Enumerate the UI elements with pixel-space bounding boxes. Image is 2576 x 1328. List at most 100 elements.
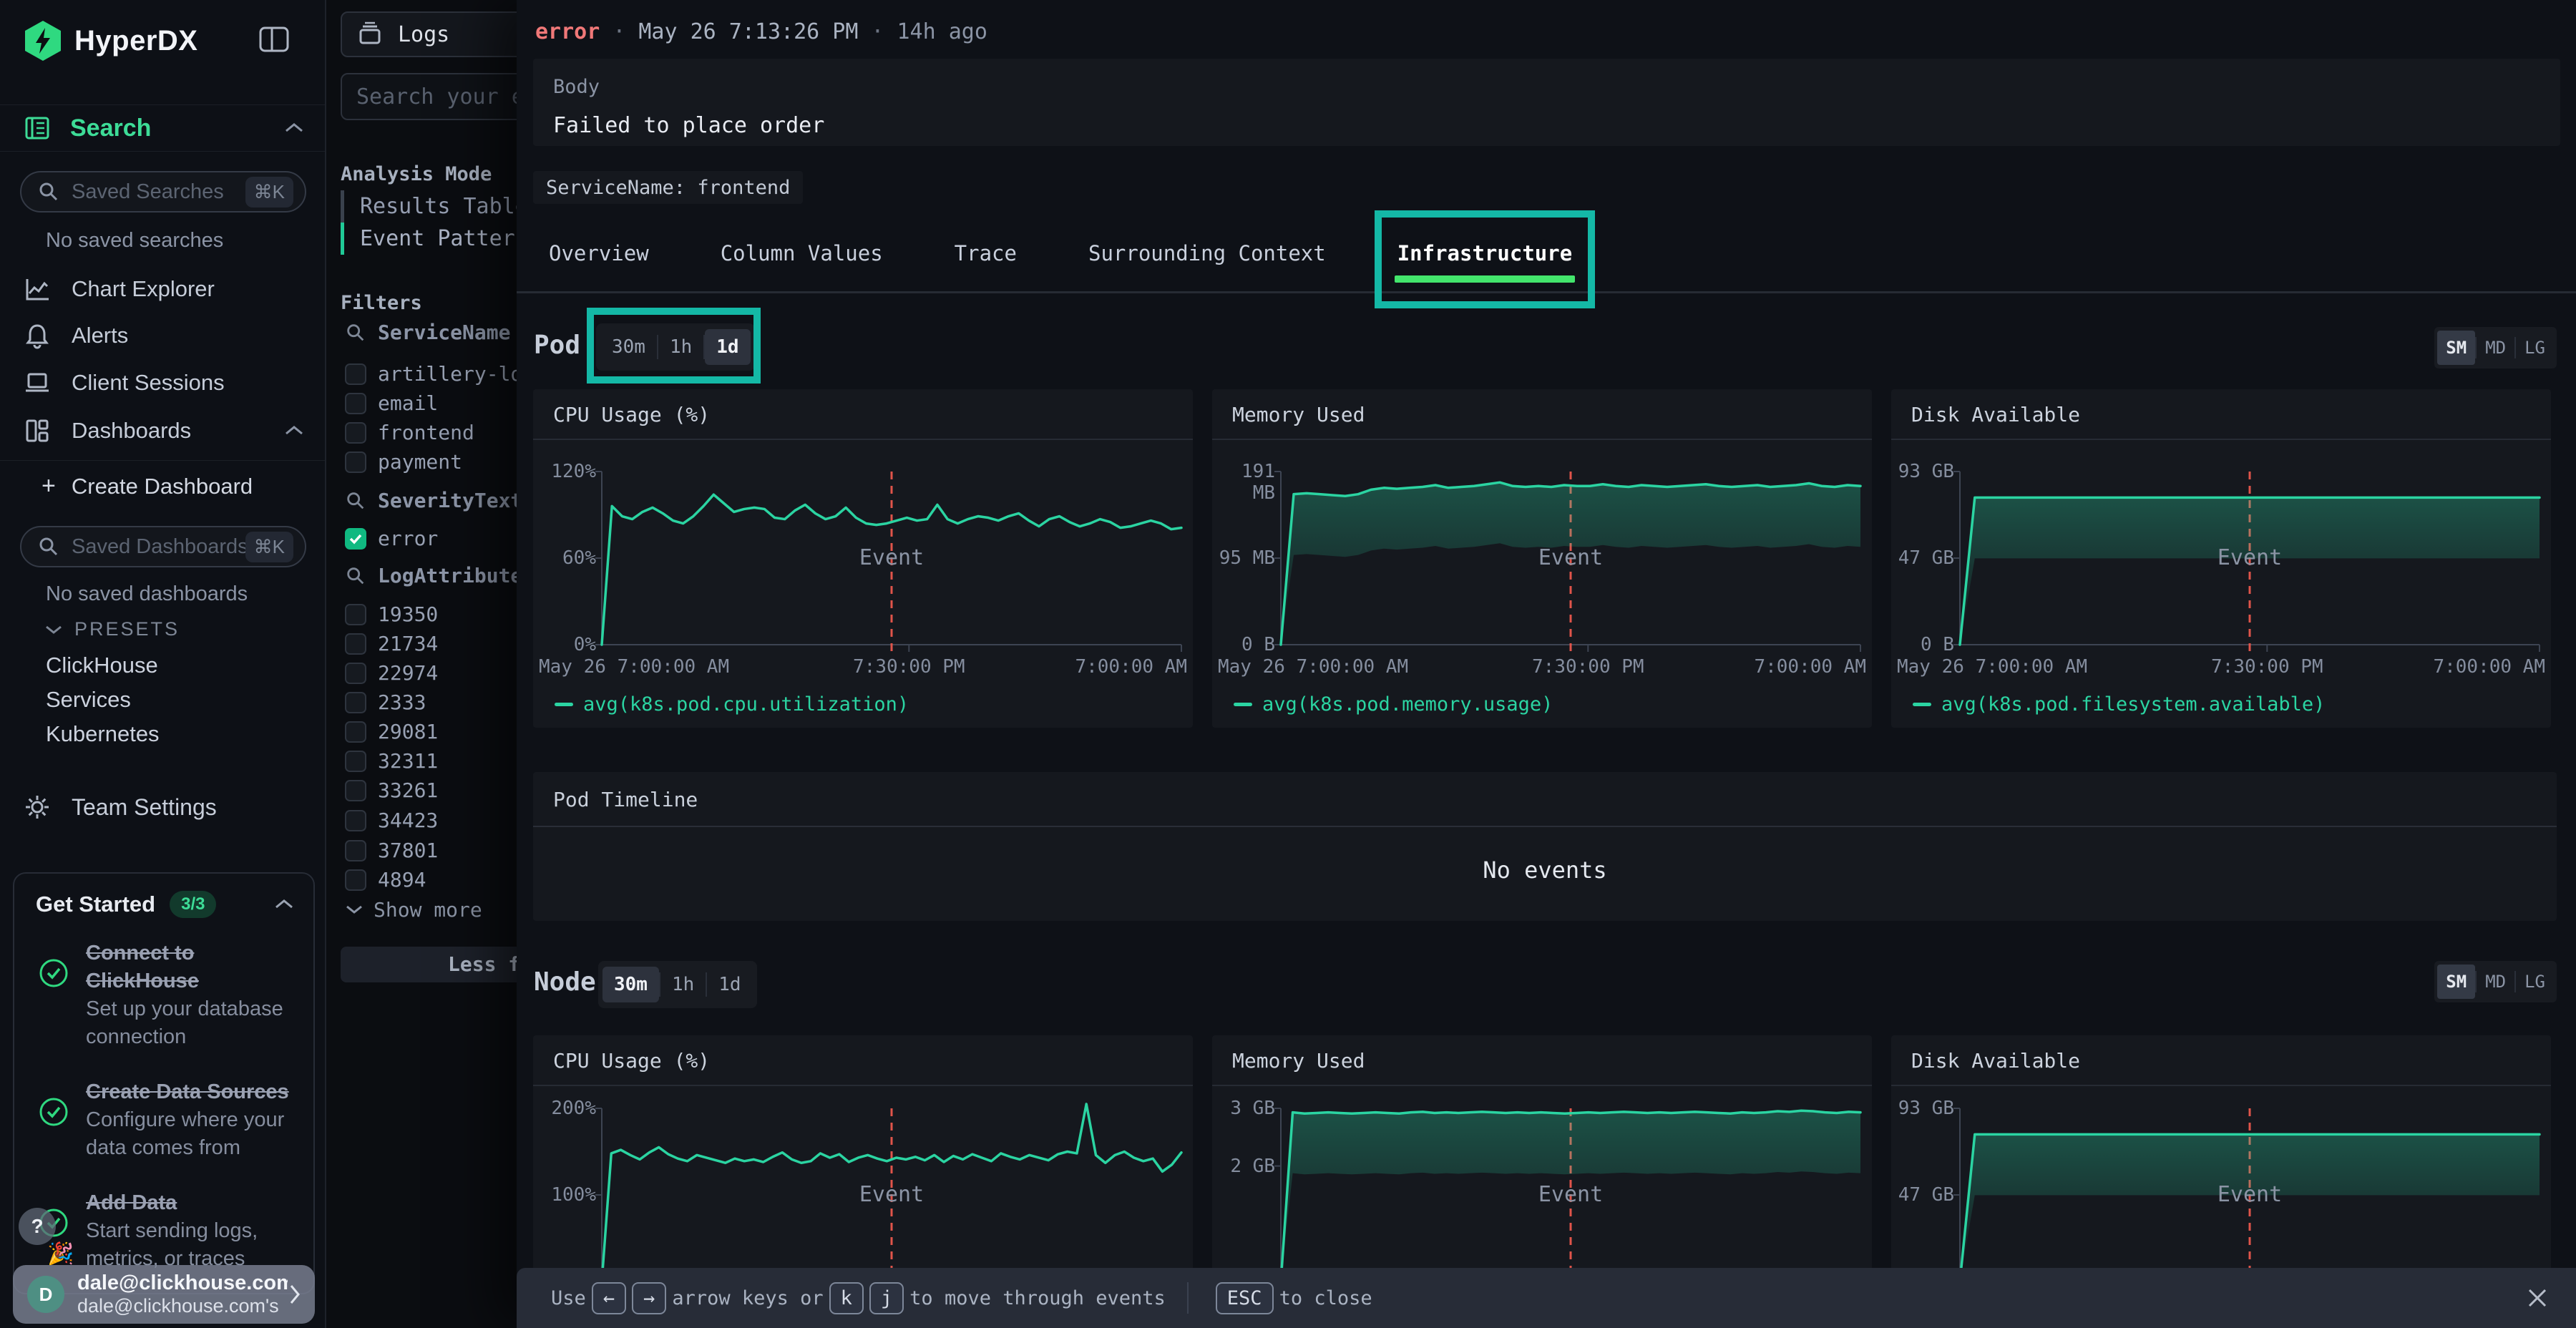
filter-option[interactable]: 37801: [345, 836, 438, 865]
k-key: k: [829, 1282, 864, 1314]
checkbox[interactable]: [345, 663, 366, 684]
onboarding-step-connect[interactable]: Connect to ClickHouse Set up your databa…: [14, 924, 313, 1063]
sidebar-item-client-sessions[interactable]: Client Sessions: [0, 363, 325, 403]
user-account-button[interactable]: D dale@clickhouse.com dale@clickhouse.co…: [13, 1265, 315, 1324]
checkbox[interactable]: [345, 422, 366, 444]
sidebar-item-alerts[interactable]: Alerts: [0, 316, 325, 356]
filter-option[interactable]: 34423: [345, 806, 438, 835]
sidebar-item-team-settings[interactable]: Team Settings: [0, 787, 325, 827]
checkbox[interactable]: [345, 633, 366, 655]
chart-title: Memory Used: [1212, 1035, 1872, 1086]
saved-searches-field[interactable]: [72, 180, 245, 204]
body-label: Body: [553, 76, 600, 98]
checkbox[interactable]: [345, 604, 366, 625]
plus-icon: +: [42, 472, 56, 500]
filter-option[interactable]: 32311: [345, 746, 438, 776]
onboarding-step-data-sources[interactable]: Create Data Sources Configure where your…: [14, 1063, 313, 1173]
event-header: error · May 26 7:13:26 PM · 14h ago: [535, 0, 987, 63]
checkbox-checked[interactable]: [345, 528, 366, 550]
show-more-toggle[interactable]: Show more: [345, 895, 482, 924]
range-30m[interactable]: 30m: [600, 329, 657, 365]
size-sm-selected[interactable]: SM: [2437, 331, 2475, 365]
saved-dashboards-field[interactable]: [72, 535, 245, 559]
keyboard-hints-footer: Use ← → arrow keys or k j to move throug…: [517, 1268, 2576, 1328]
checkbox[interactable]: [345, 869, 366, 891]
checkbox[interactable]: [345, 393, 366, 414]
close-icon[interactable]: [2524, 1285, 2550, 1311]
x-tick-label: 7:00:00 AM: [1754, 656, 1866, 678]
range-30m-selected[interactable]: 30m: [602, 967, 659, 1002]
checkbox[interactable]: [345, 451, 366, 473]
app-title: HyperDX: [74, 25, 197, 57]
arrow-left-key: ←: [592, 1282, 626, 1314]
event-marker-label: Event: [859, 1182, 924, 1207]
preset-kubernetes[interactable]: Kubernetes: [46, 721, 160, 747]
tab-column-values[interactable]: Column Values: [719, 215, 884, 291]
checkbox[interactable]: [345, 692, 366, 713]
saved-searches-input[interactable]: ⌘K: [20, 171, 306, 213]
saved-dashboards-input[interactable]: ⌘K: [20, 526, 306, 567]
size-md[interactable]: MD: [2477, 965, 2514, 999]
filter-option[interactable]: frontend: [345, 418, 474, 447]
y-tick-label: 95 MB: [1218, 547, 1275, 569]
event-body-card: Body Failed to place order: [533, 59, 2560, 146]
mode-event-patterns[interactable]: Event Patterns: [341, 223, 541, 255]
y-tick-label: 0 B: [1218, 634, 1275, 655]
help-button[interactable]: ?: [19, 1208, 56, 1245]
divider: [1187, 1282, 1189, 1314]
x-tick-label: May 26 7:00:00 AM: [539, 656, 729, 678]
x-tick-label: May 26 7:00:00 AM: [1897, 656, 2087, 678]
preset-clickhouse[interactable]: ClickHouse: [46, 653, 158, 678]
servicename-chip[interactable]: ServiceName: frontend: [533, 171, 803, 204]
range-1d-selected[interactable]: 1d: [705, 329, 750, 365]
event-marker-label: Event: [1538, 1182, 1603, 1207]
checkbox[interactable]: [345, 840, 366, 861]
filter-option[interactable]: 19350: [345, 600, 438, 629]
size-sm-selected[interactable]: SM: [2437, 965, 2475, 999]
tab-infrastructure[interactable]: Infrastructure: [1396, 215, 1574, 291]
filter-option[interactable]: artillery-loa: [345, 359, 535, 389]
filter-option[interactable]: 21734: [345, 629, 438, 658]
checkbox[interactable]: [345, 810, 366, 831]
tab-trace[interactable]: Trace: [953, 215, 1018, 291]
create-dashboard-button[interactable]: + Create Dashboard: [42, 472, 253, 500]
y-tick-label: 0%: [539, 634, 596, 655]
presets-toggle[interactable]: PRESETS: [44, 618, 180, 640]
filter-option[interactable]: payment: [345, 447, 462, 477]
checkbox[interactable]: [345, 751, 366, 772]
laptop-icon: [23, 368, 52, 397]
divider: [0, 460, 325, 461]
x-tick-label: May 26 7:00:00 AM: [1218, 656, 1408, 678]
range-1d[interactable]: 1d: [707, 967, 752, 1002]
filter-option[interactable]: email: [345, 389, 438, 418]
filter-option-error[interactable]: error: [345, 524, 438, 553]
sidebar-item-chart-explorer[interactable]: Chart Explorer: [0, 269, 325, 309]
size-lg[interactable]: LG: [2516, 331, 2554, 365]
chevron-up-icon[interactable]: [283, 424, 305, 437]
event-marker-label: Event: [2218, 545, 2282, 570]
range-1h[interactable]: 1h: [660, 967, 706, 1002]
filter-option[interactable]: 33261: [345, 776, 438, 805]
checkbox[interactable]: [345, 721, 366, 743]
preset-services[interactable]: Services: [46, 687, 131, 713]
chevron-up-icon[interactable]: [283, 122, 305, 135]
node-time-range-toggle: 30m 1h 1d: [598, 961, 757, 1008]
size-lg[interactable]: LG: [2516, 965, 2554, 999]
filter-option[interactable]: 2333: [345, 688, 426, 717]
filter-option[interactable]: 29081: [345, 717, 438, 746]
size-md[interactable]: MD: [2477, 331, 2514, 365]
checkbox[interactable]: [345, 363, 366, 385]
chevron-up-icon[interactable]: [273, 898, 295, 911]
chart-x-axis: May 26 7:00:00 AM7:30:00 PM7:00:00 AM: [1897, 656, 2545, 680]
sidebar-item-search[interactable]: Search: [0, 104, 325, 152]
range-1h[interactable]: 1h: [658, 329, 703, 365]
tab-overview[interactable]: Overview: [547, 215, 650, 291]
mode-results-table[interactable]: Results Table: [341, 190, 528, 223]
x-tick-label: 7:30:00 PM: [1532, 656, 1644, 678]
collapse-sidebar-icon[interactable]: [258, 24, 291, 54]
filter-option[interactable]: 22974: [345, 658, 438, 688]
checkbox[interactable]: [345, 780, 366, 801]
tab-surrounding-context[interactable]: Surrounding Context: [1087, 215, 1327, 291]
filter-option[interactable]: 4894: [345, 865, 426, 894]
sidebar-item-dashboards[interactable]: Dashboards: [0, 411, 325, 451]
